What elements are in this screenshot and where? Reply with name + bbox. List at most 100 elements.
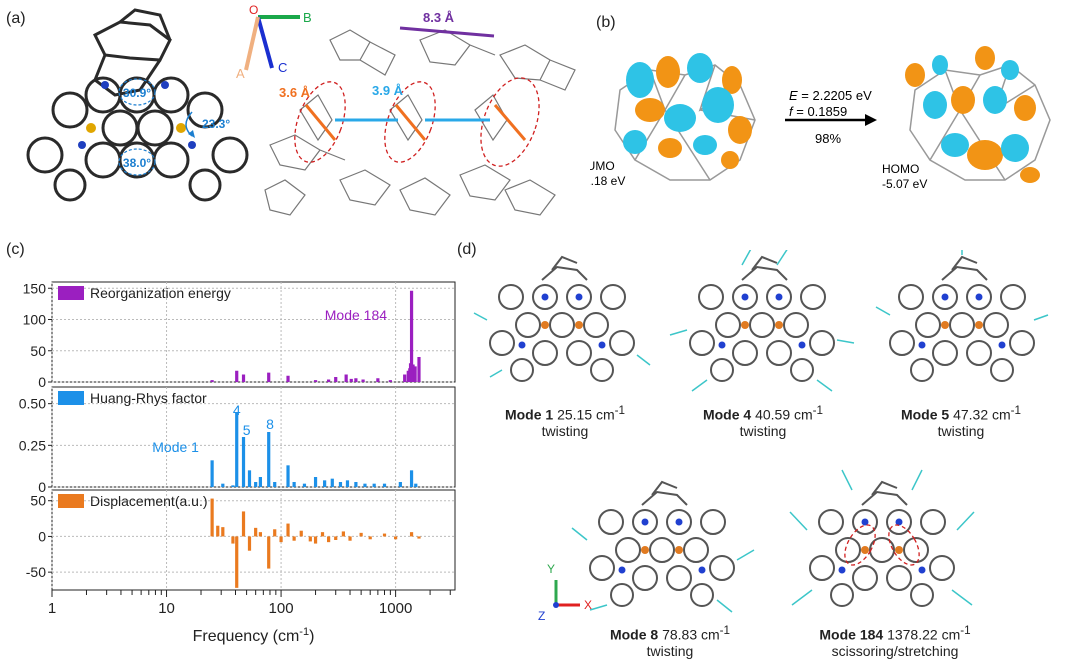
chart-bar <box>258 532 263 537</box>
x-tick-label: 1000 <box>379 600 412 617</box>
chart-bar <box>348 536 352 541</box>
x-tick-label: 100 <box>269 600 294 617</box>
chart-bar <box>241 437 246 487</box>
molecule-structure-a <box>26 8 249 202</box>
boron-atom <box>86 123 96 133</box>
y-tick-label: 50 <box>30 493 46 509</box>
chart-bar <box>327 536 331 543</box>
chart-bar <box>231 485 235 487</box>
chart-bar <box>330 478 334 487</box>
xyz-axes-icon: Y X Z <box>538 562 592 623</box>
chart-bar <box>344 374 348 382</box>
chart-bar <box>403 374 407 382</box>
lumo-label: LUMO <box>590 159 615 173</box>
distance-line-purple <box>399 26 495 38</box>
chart-bar <box>327 379 331 382</box>
chart-bar <box>409 470 414 487</box>
legend-swatch <box>58 391 84 405</box>
mode-184-caption: Mode 184 1378.22 cm-1 scissoring/stretch… <box>819 624 971 659</box>
transition-energy: E = 2.2205 eV <box>789 88 872 103</box>
y-tick-label: 0.25 <box>19 437 46 453</box>
chart-bar <box>414 483 418 487</box>
axis-x-label: X <box>584 598 592 612</box>
chart-bar <box>308 536 312 542</box>
chart-bar <box>286 465 290 487</box>
chart-bar <box>349 378 353 382</box>
legend-swatch <box>58 494 84 508</box>
y-tick-label: 50 <box>30 343 46 359</box>
x-tick-label: 1 <box>48 600 56 617</box>
legend-label: Reorganization energy <box>90 285 231 301</box>
chart-bar <box>254 482 258 487</box>
crystal-packing <box>264 29 576 216</box>
nitrogen-atom <box>78 141 86 149</box>
chart-bar <box>341 531 345 537</box>
y-tick-label: -50 <box>26 564 46 580</box>
chart-bar <box>334 377 338 382</box>
chart-bar <box>247 470 252 487</box>
lumo-energy: -2.18 eV <box>590 174 625 188</box>
chart-bar <box>235 370 239 382</box>
distance-line-orange <box>304 104 337 141</box>
panel-d-figure: Y X Z <box>473 250 1049 623</box>
chart-bar <box>323 480 327 487</box>
chart-bar <box>302 483 307 487</box>
chart-bar <box>210 460 214 487</box>
crystal-axes: O B C A <box>236 3 312 81</box>
mode-5-structure <box>875 250 1049 382</box>
chart-bar <box>313 477 318 487</box>
homo-label: HOMO <box>882 162 919 176</box>
chart-bar <box>241 374 246 382</box>
x-tick-label: 10 <box>158 600 175 617</box>
mode-1-caption: Mode 1 25.15 cm-1 twisting <box>504 404 626 439</box>
distance-line-orange <box>394 104 427 141</box>
lumo-orbital <box>614 53 756 181</box>
panel-b-figure: LUMO -2.18 eV E = 2.2205 eV f = 0.1859 9… <box>590 46 1051 191</box>
chart-bar <box>388 380 392 382</box>
chart-bar <box>409 532 414 537</box>
annotation-mode-5: 5 <box>243 422 251 438</box>
distance-label-orange: 3.6 Å <box>279 85 311 100</box>
panel-label-b: (b) <box>596 14 616 31</box>
chart-bar <box>210 498 214 537</box>
chart-bar <box>299 530 303 537</box>
panel-label-d: (d) <box>457 241 477 258</box>
chart-bar <box>292 536 296 541</box>
chart-bar <box>313 536 318 544</box>
mode-4-structure <box>669 250 855 392</box>
chart-bar <box>354 378 358 382</box>
chart-bar <box>361 379 365 382</box>
stack-highlight <box>294 81 346 163</box>
transition-oscillator: f = 0.1859 <box>789 104 847 119</box>
nitrogen-atom <box>101 81 109 89</box>
angle-label-2: 38.0° <box>123 156 151 170</box>
chart-bar <box>411 364 415 382</box>
chart-bar <box>231 536 235 544</box>
mode-8-caption: Mode 8 78.83 cm-1 twisting <box>609 624 731 659</box>
chart-bar <box>286 375 290 382</box>
legend-swatch <box>58 286 84 300</box>
nitrogen-atom <box>161 81 169 89</box>
annotation-mode-4: 4 <box>233 402 241 418</box>
chart-bar <box>345 480 350 487</box>
chart-bar <box>382 483 387 487</box>
nitrogen-atom <box>188 141 196 149</box>
stack-highlight <box>384 81 436 163</box>
chart-bar <box>363 483 367 487</box>
chart-bar <box>359 532 363 537</box>
chart-bar <box>221 527 225 537</box>
panel-label-c: (c) <box>6 241 25 258</box>
y-tick-label: 0 <box>38 479 46 495</box>
angle-label-3: 23.3° <box>202 117 230 131</box>
axis-c-label: C <box>278 60 287 75</box>
chart-bar <box>368 536 372 540</box>
homo-energy: -5.07 eV <box>882 177 927 191</box>
chart-bar <box>372 483 376 487</box>
y-tick-label: 0 <box>38 374 46 390</box>
mode-5-caption: Mode 5 47.32 cm-1 twisting <box>900 404 1022 439</box>
chart-bar <box>254 527 258 537</box>
mode-8-structure <box>571 481 755 613</box>
chart-bar <box>241 511 246 537</box>
axis-y-label: Y <box>547 562 555 576</box>
chart-bar <box>216 525 220 537</box>
